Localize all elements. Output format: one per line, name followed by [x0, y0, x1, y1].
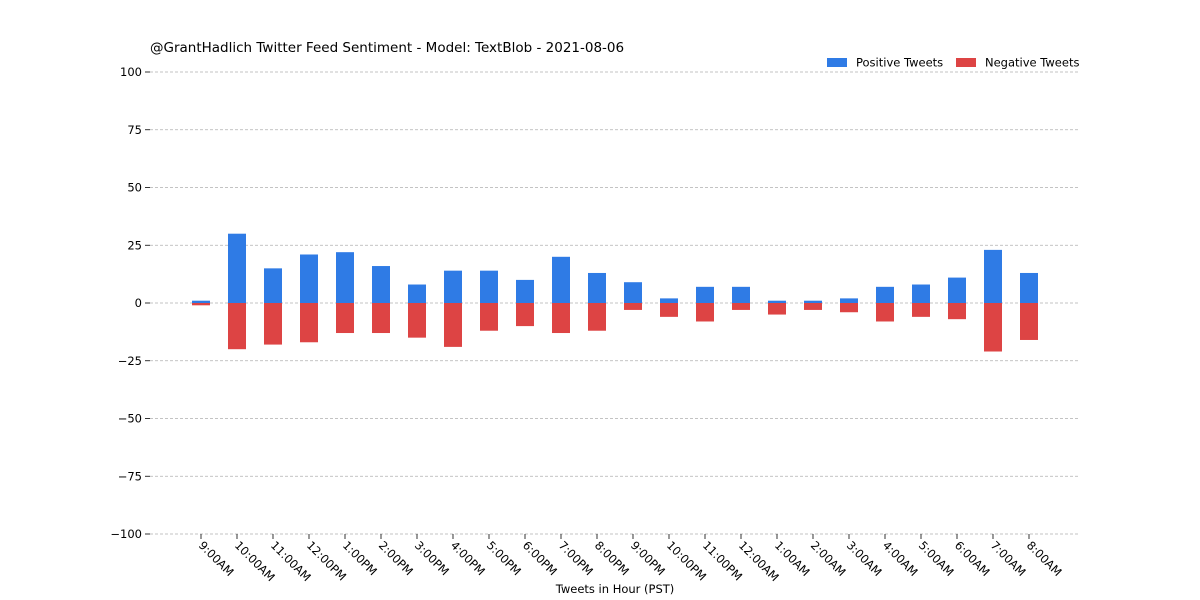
legend: Positive Tweets Negative Tweets [827, 56, 1079, 70]
bar-positive [696, 286, 714, 303]
x-tick-label: 2:00PM [376, 538, 416, 578]
x-tick-label: 7:00AM [988, 538, 1029, 579]
x-tick-label: 2:00AM [808, 538, 849, 579]
x-tick-label: 4:00AM [880, 538, 921, 579]
bar-negative [408, 303, 426, 338]
bar-positive [840, 298, 858, 303]
x-tick-label: 8:00AM [1024, 538, 1065, 579]
bar-positive [516, 279, 534, 303]
x-tick-label: 8:00PM [592, 538, 632, 578]
bar-positive [228, 233, 246, 303]
bar-positive [624, 282, 642, 303]
bar-negative [624, 303, 642, 310]
bar-positive [372, 266, 390, 303]
bar-positive [768, 300, 786, 303]
y-tick-label: 0 [135, 296, 142, 310]
bar-negative [912, 303, 930, 317]
bar-negative [660, 303, 678, 317]
x-tick-label: 7:00PM [556, 538, 596, 578]
x-tick-label: 3:00AM [844, 538, 885, 579]
bar-negative [588, 303, 606, 331]
bar-negative [516, 303, 534, 327]
bar-negative [552, 303, 570, 334]
y-tick-label: 75 [127, 123, 142, 137]
bar-positive [876, 286, 894, 303]
x-axis-label: Tweets in Hour (PST) [555, 582, 675, 596]
bar-positive [264, 268, 282, 303]
chart-title: @GrantHadlich Twitter Feed Sentiment - M… [150, 40, 624, 56]
legend-label-positive: Positive Tweets [856, 56, 943, 70]
x-tick-label: 5:00AM [916, 538, 957, 579]
grid-layer [150, 71, 1080, 535]
bar-positive [1020, 272, 1038, 303]
bar-negative [264, 303, 282, 345]
legend-swatch-negative [956, 58, 976, 67]
bar-negative [372, 303, 390, 334]
bar-negative [480, 303, 498, 331]
bar-negative [300, 303, 318, 343]
bar-positive [408, 284, 426, 303]
bar-negative [696, 303, 714, 322]
legend-swatch-positive [827, 58, 847, 67]
bars [192, 233, 1038, 352]
bar-negative [948, 303, 966, 320]
y-tick-label: 100 [120, 65, 142, 79]
y-tick-label: −50 [118, 412, 142, 426]
bar-positive [552, 256, 570, 303]
bar-positive [300, 254, 318, 303]
bar-negative [192, 303, 210, 306]
x-axis: 9:00AM10:00AM11:00AM12:00PM1:00PM2:00PM3… [196, 534, 1065, 584]
bar-positive [912, 284, 930, 303]
y-tick-label: −25 [118, 354, 142, 368]
bar-positive [588, 272, 606, 303]
bar-negative [228, 303, 246, 350]
bar-negative [768, 303, 786, 315]
bar-positive [948, 277, 966, 303]
bar-negative [840, 303, 858, 313]
bar-positive [984, 249, 1002, 303]
legend-label-negative: Negative Tweets [985, 56, 1079, 70]
bar-positive [660, 298, 678, 303]
bar-negative [984, 303, 1002, 352]
x-tick-label: 9:00PM [628, 538, 668, 578]
x-tick-label: 3:00PM [412, 538, 452, 578]
bar-negative [732, 303, 750, 310]
bar-positive [480, 270, 498, 303]
bar-negative [336, 303, 354, 334]
y-tick-label: 25 [127, 238, 142, 252]
bar-positive [804, 300, 822, 303]
bar-positive [192, 300, 210, 303]
x-tick-label: 4:00PM [448, 538, 488, 578]
bar-positive [444, 270, 462, 303]
y-tick-label: −75 [118, 469, 142, 483]
x-tick-label: 9:00AM [196, 538, 237, 579]
y-axis: 100 75 50 25 0 −25 −50 −75 −100 [110, 65, 150, 541]
x-tick-label: 5:00PM [484, 538, 524, 578]
bar-negative [876, 303, 894, 322]
bar-negative [444, 303, 462, 347]
bar-negative [804, 303, 822, 310]
y-tick-label: −100 [110, 527, 142, 541]
bar-negative [1020, 303, 1038, 340]
bar-positive [732, 286, 750, 303]
bar-positive [336, 252, 354, 303]
x-tick-label: 6:00PM [520, 538, 560, 578]
y-tick-label: 50 [127, 181, 142, 195]
x-tick-label: 6:00AM [952, 538, 993, 579]
